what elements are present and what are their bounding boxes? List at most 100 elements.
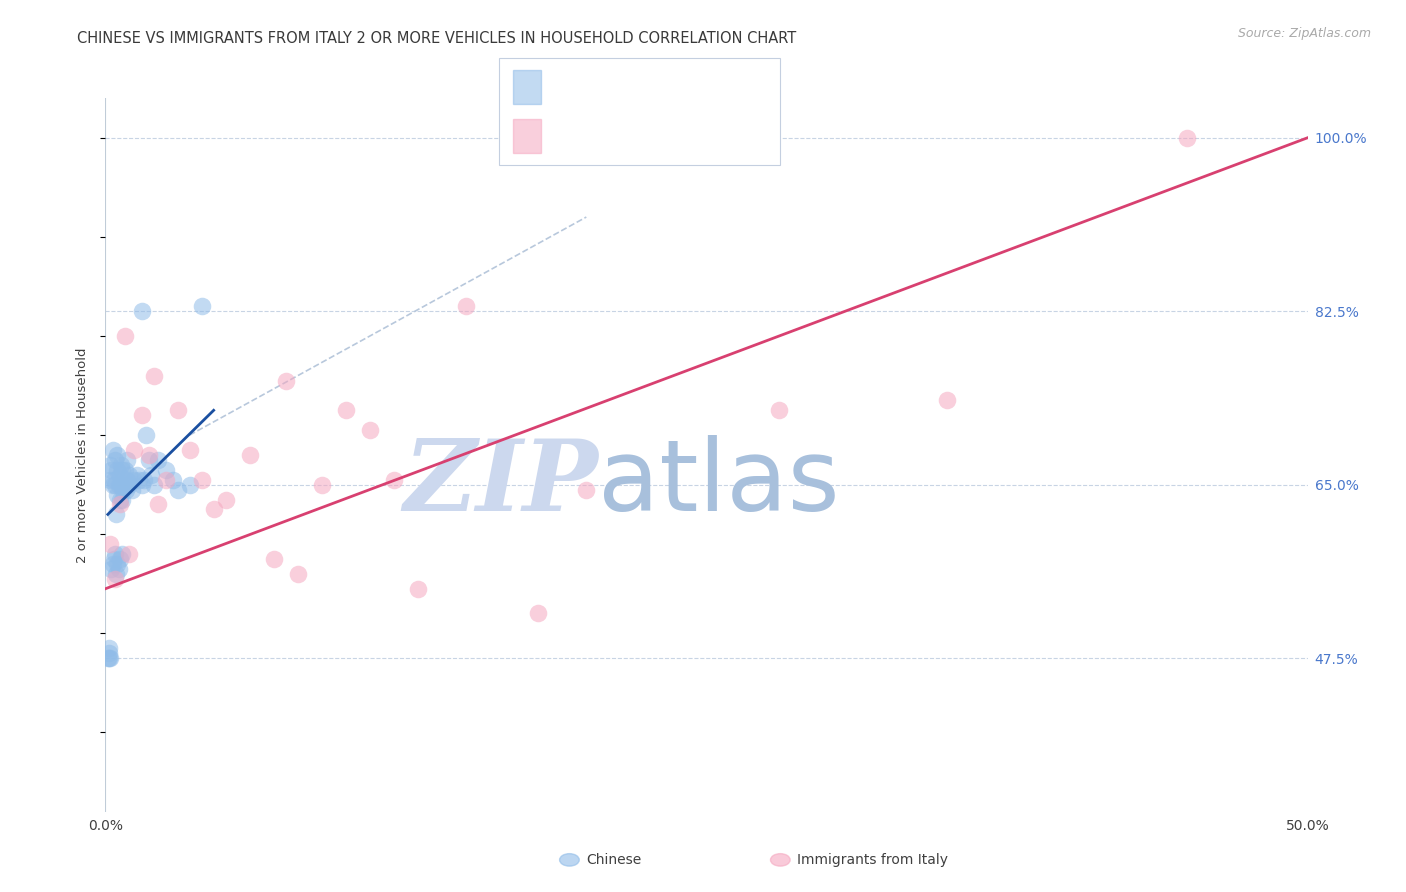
Text: R =: R = — [550, 79, 583, 95]
Point — [104, 572, 127, 586]
Text: ZIP: ZIP — [404, 435, 599, 532]
Text: CHINESE VS IMMIGRANTS FROM ITALY 2 OR MORE VEHICLES IN HOUSEHOLD CORRELATION CHA: CHINESE VS IMMIGRANTS FROM ITALY 2 OR MO… — [77, 31, 797, 46]
Point — [100, 463, 122, 477]
Point — [101, 442, 124, 457]
Point — [98, 641, 121, 656]
Text: atlas: atlas — [599, 435, 839, 532]
Point — [142, 368, 165, 383]
Point — [98, 473, 121, 487]
Point — [406, 582, 429, 596]
Point — [214, 492, 236, 507]
Text: R =: R = — [550, 128, 583, 144]
Point — [118, 547, 141, 561]
Point — [115, 483, 138, 497]
Point — [118, 467, 141, 482]
Point — [132, 473, 155, 487]
Point — [239, 448, 262, 462]
Text: Chinese: Chinese — [586, 853, 641, 867]
Point — [108, 467, 131, 482]
Point — [115, 453, 138, 467]
Point — [100, 562, 122, 576]
Y-axis label: 2 or more Vehicles in Household: 2 or more Vehicles in Household — [76, 347, 90, 563]
Text: Source: ZipAtlas.com: Source: ZipAtlas.com — [1237, 27, 1371, 40]
Point — [115, 473, 138, 487]
Point — [131, 477, 153, 491]
Text: N =: N = — [634, 128, 678, 144]
Point — [98, 458, 121, 472]
Point — [311, 477, 333, 491]
Point — [104, 453, 127, 467]
Text: 0.521: 0.521 — [589, 128, 637, 144]
Point — [179, 477, 201, 491]
Point — [98, 646, 121, 660]
Point — [190, 299, 212, 313]
Point — [131, 409, 153, 423]
Point — [202, 502, 225, 516]
Point — [103, 552, 125, 566]
Point — [101, 557, 124, 571]
Point — [118, 477, 141, 491]
Point — [263, 552, 285, 566]
Point — [114, 477, 136, 491]
Point — [138, 453, 160, 467]
Text: Immigrants from Italy: Immigrants from Italy — [797, 853, 948, 867]
Point — [107, 557, 129, 571]
Point — [139, 467, 162, 482]
Point — [166, 483, 188, 497]
Text: 0.227: 0.227 — [589, 79, 637, 95]
Point — [155, 473, 177, 487]
Point — [107, 463, 129, 477]
Point — [98, 537, 121, 551]
Point — [107, 448, 129, 462]
Text: 31: 31 — [682, 128, 703, 144]
Point — [114, 329, 136, 343]
Point — [107, 562, 129, 576]
Point — [110, 477, 132, 491]
Point — [131, 304, 153, 318]
Point — [155, 463, 177, 477]
Point — [107, 477, 129, 491]
Point — [335, 403, 357, 417]
Point — [108, 498, 131, 512]
Point — [111, 463, 134, 477]
Point — [454, 299, 477, 313]
Point — [359, 423, 381, 437]
Point — [101, 477, 124, 491]
Point — [103, 473, 125, 487]
Point — [107, 487, 129, 501]
Point — [114, 463, 136, 477]
Point — [382, 473, 405, 487]
Point — [111, 492, 134, 507]
Point — [162, 473, 184, 487]
Point — [108, 552, 131, 566]
Point — [124, 473, 146, 487]
Point — [128, 473, 150, 487]
Point — [98, 651, 121, 665]
Text: 58: 58 — [682, 79, 703, 95]
Point — [179, 442, 201, 457]
Point — [105, 508, 128, 522]
Point — [135, 428, 157, 442]
Point — [190, 473, 212, 487]
Point — [112, 483, 135, 497]
Point — [768, 403, 790, 417]
Point — [274, 374, 297, 388]
Point — [121, 483, 143, 497]
Point — [104, 477, 127, 491]
Point — [1175, 130, 1198, 145]
Point — [111, 547, 134, 561]
Point — [125, 467, 148, 482]
Point — [148, 498, 170, 512]
Point — [105, 566, 128, 581]
Point — [166, 403, 188, 417]
Point — [142, 477, 165, 491]
Point — [527, 607, 550, 621]
Point — [104, 547, 127, 561]
Point — [148, 453, 170, 467]
Text: N =: N = — [634, 79, 678, 95]
Point — [97, 651, 120, 665]
Point — [138, 448, 160, 462]
Point — [124, 442, 146, 457]
Point — [287, 566, 309, 581]
Point — [98, 651, 121, 665]
